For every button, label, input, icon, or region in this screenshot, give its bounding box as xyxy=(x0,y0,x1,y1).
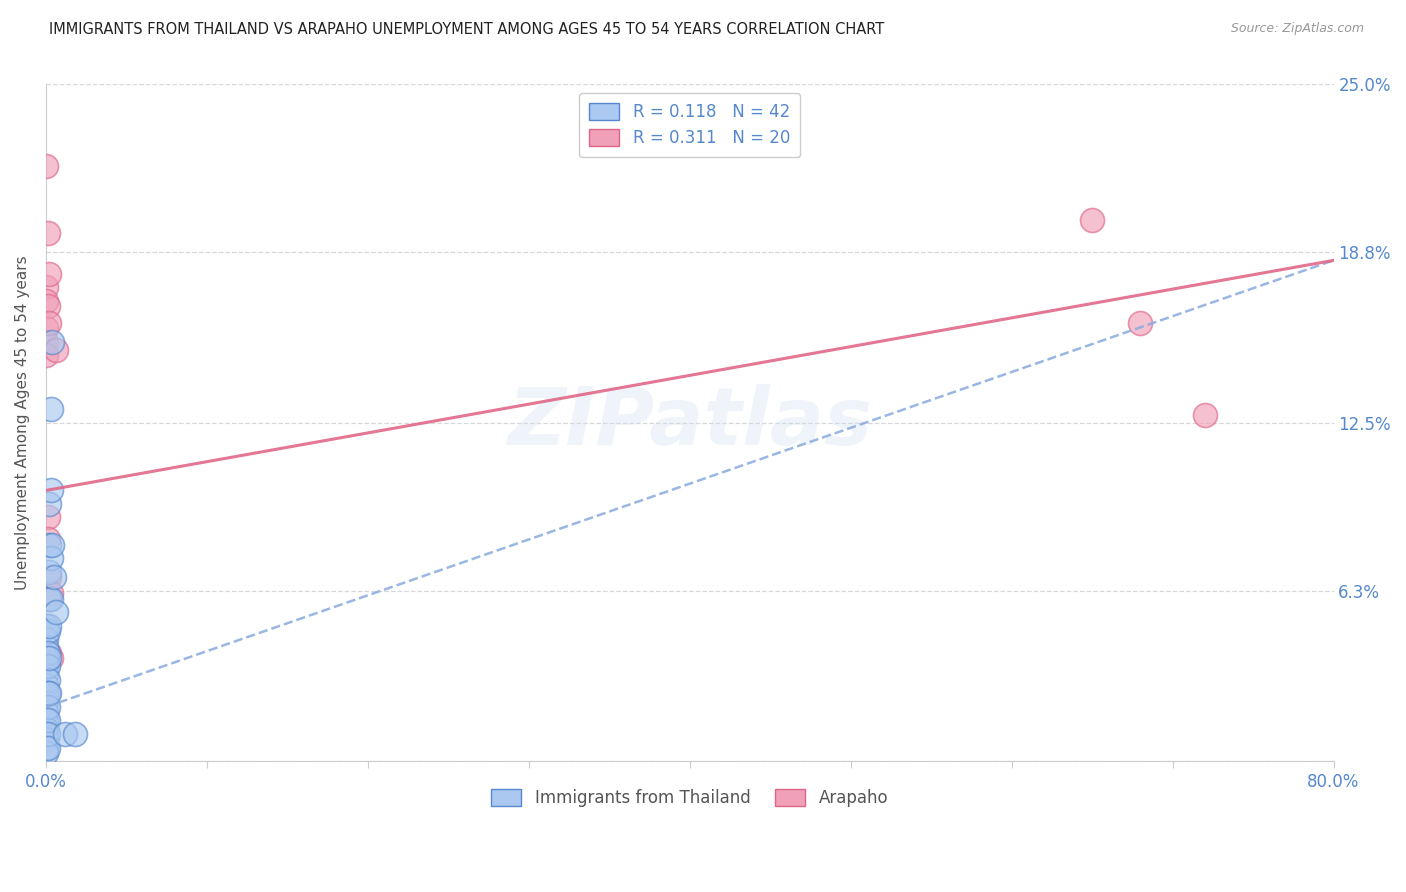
Legend: Immigrants from Thailand, Arapaho: Immigrants from Thailand, Arapaho xyxy=(485,782,896,814)
Point xyxy=(37,659,59,673)
Point xyxy=(38,686,60,700)
Point xyxy=(35,651,58,665)
Point xyxy=(39,651,62,665)
Point xyxy=(45,605,67,619)
Point xyxy=(45,343,67,357)
Point xyxy=(37,673,59,687)
Point xyxy=(35,280,58,294)
Point xyxy=(37,646,59,660)
Point xyxy=(35,686,58,700)
Text: ZIPatlas: ZIPatlas xyxy=(508,384,872,462)
Point xyxy=(35,159,58,173)
Text: Source: ZipAtlas.com: Source: ZipAtlas.com xyxy=(1230,22,1364,36)
Point xyxy=(35,678,58,692)
Point xyxy=(53,727,76,741)
Point xyxy=(38,537,60,551)
Point xyxy=(35,293,58,308)
Point xyxy=(38,565,60,579)
Point xyxy=(1194,408,1216,422)
Text: IMMIGRANTS FROM THAILAND VS ARAPAHO UNEMPLOYMENT AMONG AGES 45 TO 54 YEARS CORRE: IMMIGRANTS FROM THAILAND VS ARAPAHO UNEM… xyxy=(49,22,884,37)
Point xyxy=(1081,212,1104,227)
Point xyxy=(37,740,59,755)
Point xyxy=(35,732,58,747)
Point xyxy=(39,551,62,566)
Point xyxy=(37,510,59,524)
Point xyxy=(41,334,63,349)
Point xyxy=(35,640,58,655)
Point xyxy=(35,740,58,755)
Point xyxy=(37,686,59,700)
Point xyxy=(38,619,60,633)
Point xyxy=(37,700,59,714)
Point xyxy=(39,483,62,498)
Point xyxy=(39,586,62,600)
Point xyxy=(35,746,58,760)
Point xyxy=(35,659,58,673)
Y-axis label: Unemployment Among Ages 45 to 54 years: Unemployment Among Ages 45 to 54 years xyxy=(15,255,30,591)
Point xyxy=(35,321,58,335)
Point xyxy=(63,727,86,741)
Point xyxy=(35,727,58,741)
Point xyxy=(35,694,58,708)
Point xyxy=(38,497,60,511)
Point xyxy=(35,706,58,720)
Point xyxy=(35,667,58,681)
Point xyxy=(37,714,59,728)
Point xyxy=(35,619,58,633)
Point xyxy=(38,570,60,584)
Point xyxy=(35,632,58,647)
Point xyxy=(35,722,58,736)
Point xyxy=(35,348,58,362)
Point xyxy=(42,570,65,584)
Point xyxy=(38,651,60,665)
Point xyxy=(37,727,59,741)
Point xyxy=(38,267,60,281)
Point xyxy=(37,227,59,241)
Point xyxy=(37,624,59,639)
Point xyxy=(38,591,60,606)
Point xyxy=(38,646,60,660)
Point xyxy=(37,532,59,546)
Point xyxy=(38,316,60,330)
Point xyxy=(1129,316,1152,330)
Point xyxy=(39,402,62,417)
Point xyxy=(39,591,62,606)
Point xyxy=(37,299,59,313)
Point xyxy=(35,334,58,349)
Point xyxy=(35,714,58,728)
Point xyxy=(41,537,63,551)
